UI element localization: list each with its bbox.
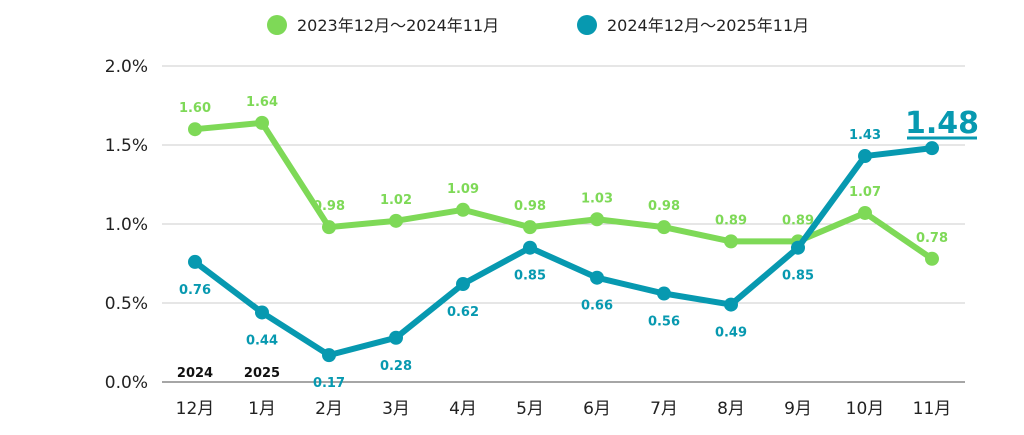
data-point xyxy=(858,205,872,220)
highlight-label: 1.48 xyxy=(905,106,979,141)
x-tick-label: 7月 xyxy=(650,399,678,419)
data-point xyxy=(724,297,738,312)
data-label: 0.85 xyxy=(782,269,814,284)
data-label: 0.78 xyxy=(916,231,948,246)
data-point xyxy=(322,220,336,235)
legend-label: 2024年12月～2025年11月 xyxy=(607,16,809,35)
data-point xyxy=(255,115,269,130)
data-point xyxy=(456,277,470,292)
x-tick-label: 9月 xyxy=(784,399,812,419)
data-point xyxy=(188,122,202,137)
x-tick-label: 4月 xyxy=(449,399,477,419)
data-label: 0.89 xyxy=(715,213,747,228)
data-label: 1.60 xyxy=(179,101,211,116)
x-tick-label: 11月 xyxy=(913,399,952,419)
data-point xyxy=(456,202,470,217)
x-tick-label: 5月 xyxy=(516,399,544,419)
y-tick-label: 1.0% xyxy=(105,215,148,235)
data-label: 0.49 xyxy=(715,326,747,341)
data-point xyxy=(925,251,939,266)
data-label: 0.98 xyxy=(648,199,680,214)
x-tick-label: 10月 xyxy=(846,399,885,419)
data-point xyxy=(255,305,269,320)
data-point xyxy=(389,330,403,345)
data-label: 1.03 xyxy=(581,191,613,206)
data-point xyxy=(523,240,537,255)
data-label: 0.98 xyxy=(313,199,345,214)
data-point xyxy=(523,220,537,235)
series-line xyxy=(193,145,933,359)
data-label: 0.44 xyxy=(246,333,278,348)
x-tick-label: 6月 xyxy=(583,399,611,419)
data-label: 0.56 xyxy=(648,315,680,330)
legend-marker xyxy=(267,15,287,35)
data-label: 0.76 xyxy=(179,283,211,298)
data-label: 1.09 xyxy=(447,182,479,197)
data-label: 0.17 xyxy=(313,376,345,391)
data-point xyxy=(590,270,604,285)
data-label: 1.07 xyxy=(849,185,881,200)
data-point xyxy=(724,234,738,249)
data-label: 0.66 xyxy=(581,299,613,314)
data-point xyxy=(657,220,671,235)
data-point xyxy=(188,254,202,269)
data-label: 0.98 xyxy=(514,199,546,214)
data-point xyxy=(791,240,805,255)
data-label: 0.89 xyxy=(782,213,814,228)
y-tick-label: 1.5% xyxy=(105,136,148,156)
legend-label: 2023年12月～2024年11月 xyxy=(297,16,499,35)
data-label: 1.02 xyxy=(380,193,412,208)
year-label: 2024 xyxy=(177,366,213,381)
y-tick-label: 0.0% xyxy=(105,373,148,393)
data-label: 0.28 xyxy=(380,359,412,374)
data-label: 0.85 xyxy=(514,269,546,284)
y-tick-label: 2.0% xyxy=(105,57,148,77)
data-label: 0.62 xyxy=(447,305,479,320)
legend-marker xyxy=(577,15,597,35)
series-line xyxy=(194,119,934,262)
year-label: 2025 xyxy=(244,366,280,381)
data-point xyxy=(858,149,872,164)
y-tick-label: 0.5% xyxy=(105,294,148,314)
data-point xyxy=(657,286,671,301)
data-label: 1.64 xyxy=(246,95,278,110)
data-point xyxy=(590,212,604,227)
data-point xyxy=(389,213,403,228)
data-point xyxy=(925,141,939,156)
x-tick-label: 8月 xyxy=(717,399,745,419)
x-tick-label: 2月 xyxy=(315,399,343,419)
x-tick-label: 1月 xyxy=(248,399,276,419)
data-label: 1.43 xyxy=(849,128,881,143)
data-point xyxy=(322,348,336,363)
x-tick-label: 12月 xyxy=(176,399,215,419)
x-tick-label: 3月 xyxy=(382,399,410,419)
